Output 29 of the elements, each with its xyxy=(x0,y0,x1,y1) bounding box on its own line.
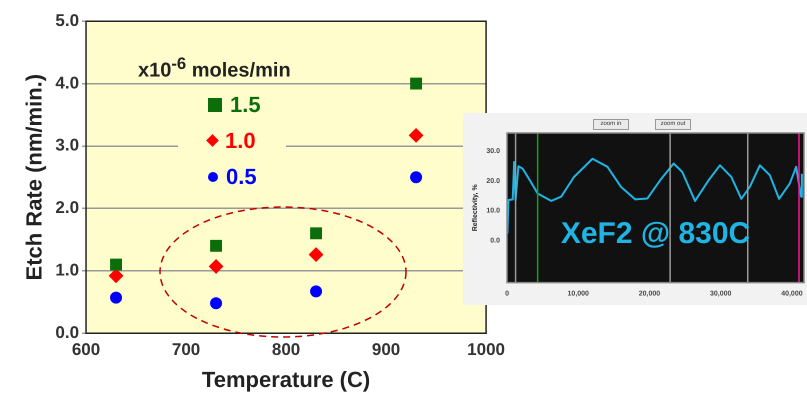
point xyxy=(409,128,424,142)
point xyxy=(109,268,124,283)
y-tick-label: 4.0 xyxy=(55,73,80,92)
legend-label: 1.5 xyxy=(230,92,261,118)
y-tick-label: 3.0 xyxy=(55,136,80,155)
point xyxy=(310,285,322,298)
legend-title: x10$^{-6}$ moles/min xyxy=(138,54,291,83)
legend-label: 0.5 xyxy=(226,164,257,190)
x-tick-label: 900 xyxy=(372,340,400,360)
point xyxy=(110,292,122,304)
x-tick-label: 700 xyxy=(172,340,200,360)
y-tick-label: 5.0 xyxy=(55,10,80,30)
point xyxy=(210,297,222,310)
y-tick-label: 1.0 xyxy=(55,260,80,280)
point xyxy=(110,258,122,271)
point xyxy=(210,240,222,252)
point xyxy=(209,259,224,274)
legend-label: 1.0 xyxy=(225,128,256,154)
point xyxy=(410,171,422,184)
x-tick-label: 600 xyxy=(72,340,100,360)
y-axis-title: Etch Rate (nm/min.) xyxy=(21,74,46,280)
point xyxy=(310,227,322,240)
y-tick-label: 2.0 xyxy=(55,198,80,218)
y-tick-label: 0.0 xyxy=(55,322,80,342)
point xyxy=(410,78,422,90)
x-tick-label: 1000 xyxy=(467,340,506,360)
x-tick-label: 800 xyxy=(272,340,300,360)
x-axis-title: Temperature (C) xyxy=(202,366,370,392)
point xyxy=(309,248,324,262)
